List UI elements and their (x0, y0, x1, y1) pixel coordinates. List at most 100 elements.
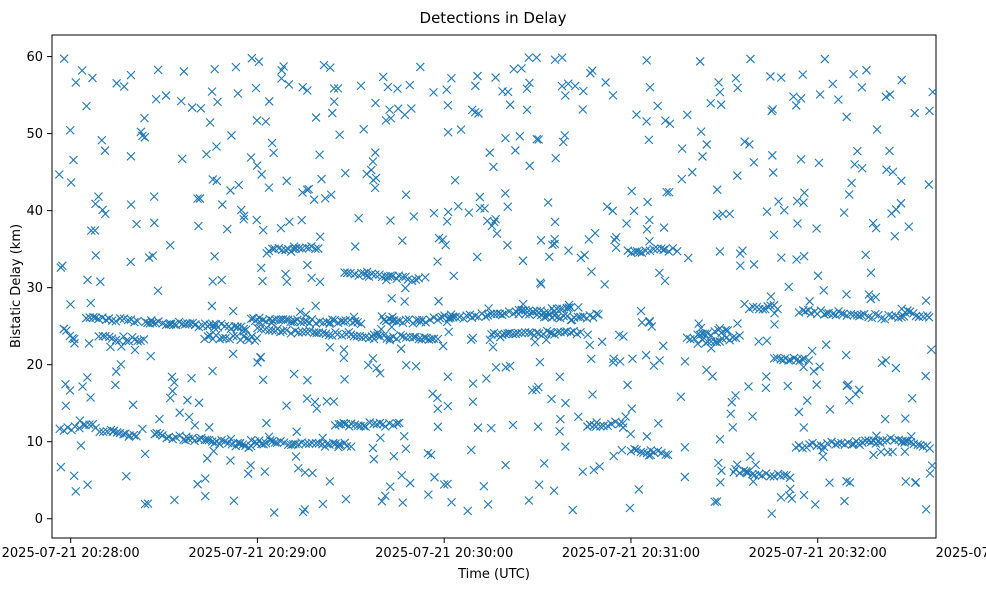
data-point (293, 463, 303, 473)
data-point (847, 178, 856, 188)
data-point (676, 392, 686, 402)
data-point (900, 436, 910, 446)
data-point (297, 215, 307, 225)
data-point (583, 330, 593, 340)
data-point (855, 440, 865, 450)
data-point (828, 79, 838, 89)
data-point (514, 305, 524, 315)
data-point (380, 491, 390, 501)
data-point (715, 478, 725, 487)
data-point (628, 354, 637, 364)
data-point (796, 155, 806, 164)
data-point (732, 460, 742, 470)
x-tick-label: 2025-07-21 20:28:00 (2, 546, 140, 561)
data-point (642, 55, 652, 65)
data-point (548, 240, 557, 250)
data-point (792, 255, 801, 264)
data-point (140, 499, 150, 509)
y-tick-label: 0 (35, 512, 43, 527)
data-point (789, 92, 798, 101)
data-point (852, 146, 862, 156)
data-point (868, 218, 878, 228)
data-point (742, 468, 752, 478)
data-point (668, 243, 678, 253)
data-point (89, 312, 98, 322)
data-point (713, 458, 723, 468)
data-point (397, 470, 407, 480)
data-point (864, 312, 873, 322)
data-point (509, 64, 519, 74)
data-point (282, 176, 292, 186)
data-point (362, 271, 372, 281)
data-point (126, 257, 136, 267)
data-point (861, 250, 871, 260)
data-point (400, 283, 410, 293)
data-point (370, 148, 380, 157)
data-point (426, 450, 436, 460)
data-point (680, 472, 690, 482)
data-point (367, 269, 377, 279)
data-point (320, 194, 330, 203)
data-point (91, 313, 101, 323)
data-point (774, 197, 783, 206)
data-point (311, 244, 320, 254)
data-point (377, 496, 387, 506)
data-point (561, 398, 570, 408)
data-point (921, 504, 931, 514)
data-point (217, 275, 227, 285)
data-point (902, 306, 912, 315)
data-point (887, 209, 896, 218)
data-point (429, 87, 438, 97)
data-point (862, 65, 871, 75)
data-point (282, 401, 291, 411)
data-point (660, 276, 670, 286)
data-point (661, 450, 671, 460)
data-point (139, 334, 149, 344)
data-point (65, 386, 75, 395)
data-point (482, 216, 492, 226)
data-point (592, 418, 602, 427)
data-point (300, 505, 310, 514)
data-point (550, 55, 560, 65)
data-point (890, 231, 900, 241)
data-point (726, 409, 736, 419)
data-point (183, 395, 192, 405)
data-point (555, 372, 565, 382)
data-point (126, 151, 136, 161)
data-point (302, 243, 311, 253)
data-point (914, 312, 924, 322)
data-point (277, 74, 286, 83)
data-point (196, 104, 206, 113)
data-point (91, 199, 100, 209)
data-point (754, 469, 764, 479)
data-point (913, 440, 923, 449)
data-point (896, 198, 906, 208)
data-point (302, 185, 312, 195)
data-point (658, 341, 668, 351)
data-point (116, 360, 126, 369)
data-point (315, 277, 325, 287)
data-point (106, 342, 115, 352)
data-point (802, 396, 812, 405)
data-point (884, 310, 894, 320)
data-point (807, 346, 817, 356)
data-point (190, 421, 200, 430)
data-point (888, 447, 898, 457)
data-point (398, 498, 408, 507)
data-point (208, 277, 218, 286)
data-point (359, 421, 369, 431)
data-point (518, 256, 528, 266)
data-point (608, 358, 618, 367)
data-point (121, 336, 131, 346)
data-point (276, 223, 286, 233)
data-point (844, 395, 854, 405)
data-point (350, 242, 360, 251)
data-point (398, 332, 408, 341)
data-point (63, 423, 73, 432)
data-point (408, 318, 418, 328)
data-point (721, 325, 731, 335)
data-point (474, 109, 483, 118)
data-point (359, 124, 369, 134)
data-point (151, 318, 161, 328)
data-point (636, 306, 646, 316)
